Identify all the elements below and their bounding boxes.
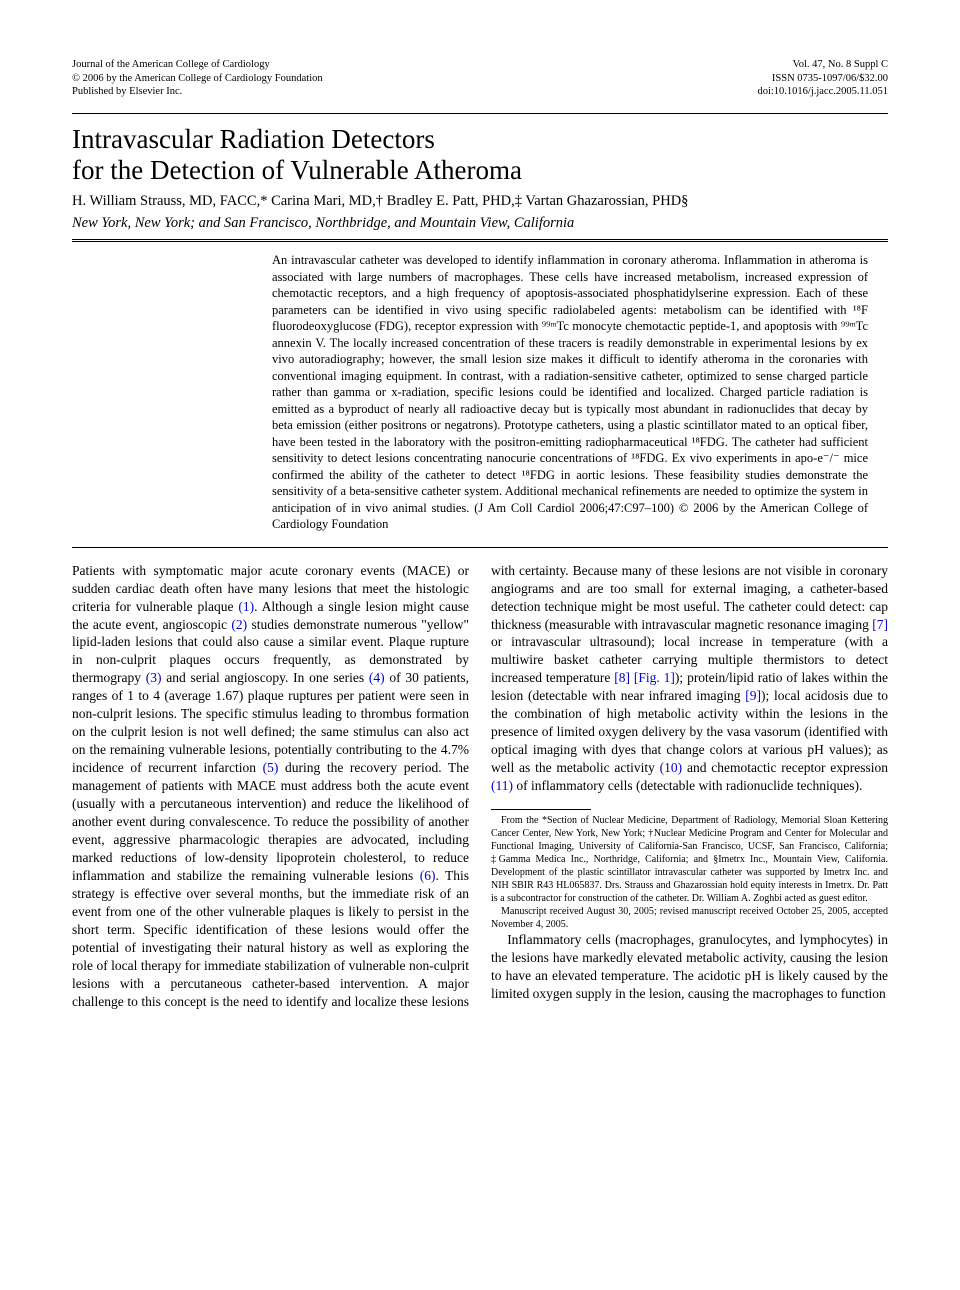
author-list: H. William Strauss, MD, FACC,* Carina Ma… xyxy=(72,192,888,212)
doi-line: doi:10.1016/j.jacc.2005.11.051 xyxy=(757,85,888,99)
ref-link-1[interactable]: (1) xyxy=(238,599,254,614)
abstract: An intravascular catheter was developed … xyxy=(272,252,868,533)
ref-link-10[interactable]: (10) xyxy=(660,760,683,775)
ref-link-9[interactable]: [9] xyxy=(745,688,761,703)
ref-link-7[interactable]: [7] xyxy=(872,617,888,632)
rule-below-abstract xyxy=(72,547,888,548)
rule-below-authors xyxy=(72,239,888,242)
body-paragraph-2: Inflammatory cells (macrophages, granulo… xyxy=(491,931,888,1003)
fig-link-1[interactable]: [Fig. 1] xyxy=(634,670,675,685)
footnote-affiliations: From the *Section of Nuclear Medicine, D… xyxy=(491,814,888,905)
header-left: Journal of the American College of Cardi… xyxy=(72,58,323,99)
ref-link-6[interactable]: (6) xyxy=(420,868,436,883)
issn-line: ISSN 0735-1097/06/$32.00 xyxy=(757,72,888,86)
ref-link-8[interactable]: [8] xyxy=(614,670,630,685)
article-title: Intravascular Radiation Detectors for th… xyxy=(72,124,888,186)
ref-link-5[interactable]: (5) xyxy=(263,760,279,775)
volume-issue: Vol. 47, No. 8 Suppl C xyxy=(757,58,888,72)
ref-link-2[interactable]: (2) xyxy=(231,617,247,632)
journal-name: Journal of the American College of Cardi… xyxy=(72,58,323,72)
body-text: Patients with symptomatic major acute co… xyxy=(72,562,888,1011)
copyright-line: © 2006 by the American College of Cardio… xyxy=(72,72,323,86)
publisher-line: Published by Elsevier Inc. xyxy=(72,85,323,99)
rule-above-title xyxy=(72,113,888,114)
header-right: Vol. 47, No. 8 Suppl C ISSN 0735-1097/06… xyxy=(757,58,888,99)
title-line-2: for the Detection of Vulnerable Atheroma xyxy=(72,155,522,185)
running-header: Journal of the American College of Cardi… xyxy=(72,58,888,99)
ref-link-4[interactable]: (4) xyxy=(369,670,385,685)
affiliations: New York, New York; and San Francisco, N… xyxy=(72,214,888,234)
title-line-1: Intravascular Radiation Detectors xyxy=(72,124,435,154)
footnote-manuscript-dates: Manuscript received August 30, 2005; rev… xyxy=(491,905,888,931)
ref-link-11[interactable]: (11) xyxy=(491,778,513,793)
ref-link-3[interactable]: (3) xyxy=(146,670,162,685)
footnote-rule xyxy=(491,809,591,810)
